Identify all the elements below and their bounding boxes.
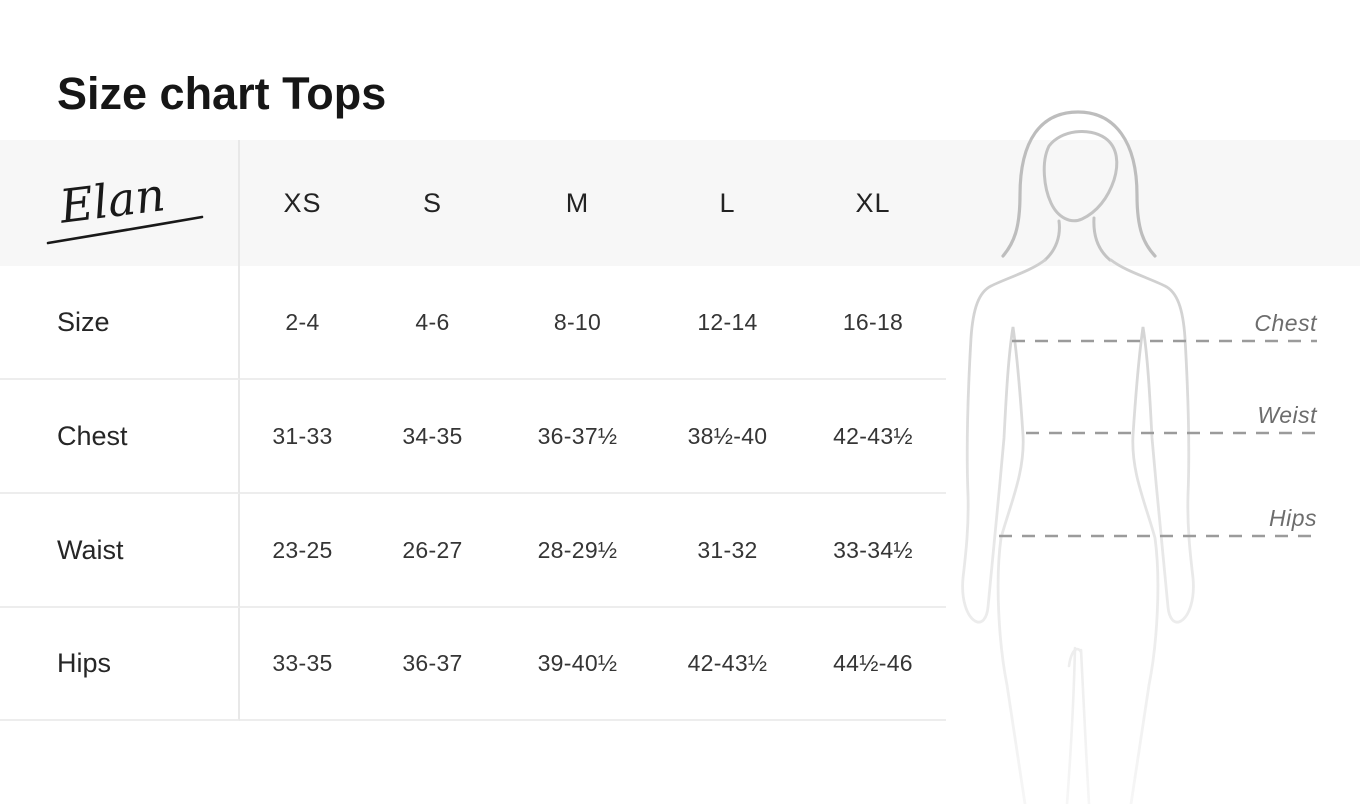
hips-xs: 33-35: [240, 608, 365, 721]
hips-l: 42-43½: [655, 608, 800, 721]
size-l: 12-14: [655, 266, 800, 380]
size-xl: 16-18: [800, 266, 946, 380]
size-s: 4-6: [365, 266, 500, 380]
hips-s: 36-37: [365, 608, 500, 721]
row-label-size: Size: [0, 266, 240, 380]
chest-s: 34-35: [365, 380, 500, 494]
body-measurement-figure: [935, 100, 1360, 806]
figure-body-left: [961, 258, 1047, 806]
waist-m: 28-29½: [500, 494, 655, 608]
size-m: 8-10: [500, 266, 655, 380]
chest-xl: 42-43½: [800, 380, 946, 494]
column-header-xs: XS: [283, 187, 322, 218]
chest-l: 38½-40: [655, 380, 800, 494]
hips-measure-label: Hips: [1268, 505, 1317, 531]
column-header-l: L: [719, 187, 736, 218]
hips-m: 39-40½: [500, 608, 655, 721]
waist-xl: 33-34½: [800, 494, 946, 608]
figure-face-outline: [1042, 130, 1119, 223]
column-header-xl: XL: [855, 187, 891, 218]
hips-xl: 44½-46: [800, 608, 946, 721]
chest-xs: 31-33: [240, 380, 365, 494]
chest-measure-label: Chest: [1254, 310, 1317, 336]
size-xs: 2-4: [240, 266, 365, 380]
waist-s: 26-27: [365, 494, 500, 608]
column-header-m: M: [565, 187, 590, 218]
brand-logo-cell: Elan: [0, 140, 240, 266]
figure-body-right: [1109, 258, 1195, 806]
figure-hair-outline: [1001, 110, 1157, 258]
female-silhouette-illustration: [961, 110, 1317, 806]
figure-neck-right: [1092, 216, 1112, 262]
row-label-waist: Waist: [0, 494, 240, 608]
figure-crotch-arc: [1067, 647, 1083, 668]
column-header-s: S: [422, 187, 442, 218]
figure-inner-leg-right: [1079, 648, 1091, 806]
figure-inner-leg-left: [1065, 646, 1077, 806]
row-label-chest: Chest: [0, 380, 240, 494]
size-chart-table: Elan XS S M L XL Size 2-4 4-6 8-10 12-14…: [0, 140, 946, 721]
chest-m: 36-37½: [500, 380, 655, 494]
waist-measure-label: Weist: [1257, 402, 1317, 428]
waist-xs: 23-25: [240, 494, 365, 608]
row-label-hips: Hips: [0, 608, 240, 721]
waist-l: 31-32: [655, 494, 800, 608]
figure-neck-left: [1043, 219, 1061, 262]
page-title: Size chart Tops: [57, 68, 387, 120]
brand-logo-underline: [46, 215, 204, 245]
brand-logo-text: Elan: [56, 167, 168, 234]
brand-logo: Elan: [46, 167, 204, 245]
